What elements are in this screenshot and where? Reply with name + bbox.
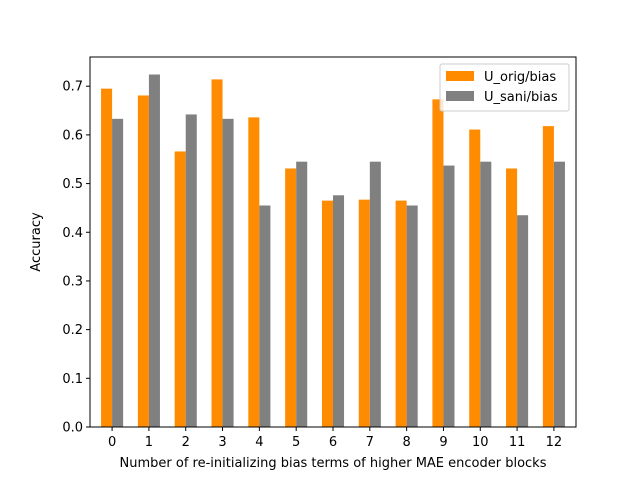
y-tick-label: 0.7 xyxy=(62,80,83,95)
bar-sani-6 xyxy=(333,195,345,427)
bar-sani-8 xyxy=(406,205,418,427)
x-axis-label: Number of re-initializing bias terms of … xyxy=(120,456,547,471)
x-tick-label: 5 xyxy=(292,435,300,450)
bar-orig-0 xyxy=(101,88,113,427)
x-tick-label: 4 xyxy=(255,435,263,450)
x-tick-label: 10 xyxy=(472,435,489,450)
x-tick-label: 0 xyxy=(108,435,116,450)
y-tick-label: 0.4 xyxy=(62,226,83,241)
bar-orig-1 xyxy=(137,95,149,428)
y-axis-ticks: 0.0 0.1 0.2 0.3 0.4 0.5 0.6 0.7 xyxy=(62,80,90,436)
legend-swatch-sani xyxy=(446,91,474,101)
x-tick-label: 11 xyxy=(509,435,526,450)
y-tick-label: 0.5 xyxy=(62,177,83,192)
y-tick-label: 0.3 xyxy=(62,274,83,289)
y-tick-label: 0.0 xyxy=(62,421,83,436)
bar-sani-10 xyxy=(480,161,492,427)
legend-label-sani: U_sani/bias xyxy=(484,90,558,105)
x-tick-label: 9 xyxy=(439,435,447,450)
bar-orig-12 xyxy=(542,126,554,427)
x-tick-label: 3 xyxy=(218,435,226,450)
x-tick-label: 6 xyxy=(329,435,337,450)
x-tick-label: 2 xyxy=(182,435,190,450)
legend-label-orig: U_orig/bias xyxy=(484,70,556,85)
x-axis-ticks: 0 1 2 3 4 5 6 7 8 9 10 11 12 xyxy=(108,427,562,450)
x-tick-label: 7 xyxy=(366,435,374,450)
x-tick-label: 1 xyxy=(145,435,153,450)
bar-sani-0 xyxy=(112,118,124,427)
bar-orig-6 xyxy=(321,200,333,427)
legend: U_orig/bias U_sani/bias xyxy=(439,63,570,112)
bar-sani-11 xyxy=(517,215,529,427)
bar-orig-7 xyxy=(358,199,370,427)
bar-orig-4 xyxy=(248,117,260,428)
bar-orig-2 xyxy=(174,151,186,427)
y-tick-label: 0.6 xyxy=(62,128,83,143)
bar-sani-7 xyxy=(369,161,381,427)
bar-orig-10 xyxy=(469,129,481,427)
y-tick-label: 0.1 xyxy=(62,372,83,387)
x-tick-label: 8 xyxy=(402,435,410,450)
bar-orig-3 xyxy=(211,79,223,427)
bar-sani-4 xyxy=(259,205,271,427)
y-axis-label: Accuracy xyxy=(29,212,44,272)
bar-sani-5 xyxy=(296,161,308,427)
y-tick-label: 0.2 xyxy=(62,323,83,338)
x-tick-label: 12 xyxy=(546,435,563,450)
bar-sani-3 xyxy=(222,118,234,427)
bar-orig-5 xyxy=(285,168,297,427)
bar-sani-2 xyxy=(185,114,197,428)
bar-sani-1 xyxy=(148,74,160,428)
bar-orig-11 xyxy=(506,168,518,427)
bar-sani-12 xyxy=(553,161,565,427)
legend-swatch-orig xyxy=(446,71,474,81)
bar-sani-9 xyxy=(443,165,455,427)
bar-orig-9 xyxy=(432,99,444,428)
bars-layer xyxy=(101,74,565,428)
bar-orig-8 xyxy=(395,200,407,427)
